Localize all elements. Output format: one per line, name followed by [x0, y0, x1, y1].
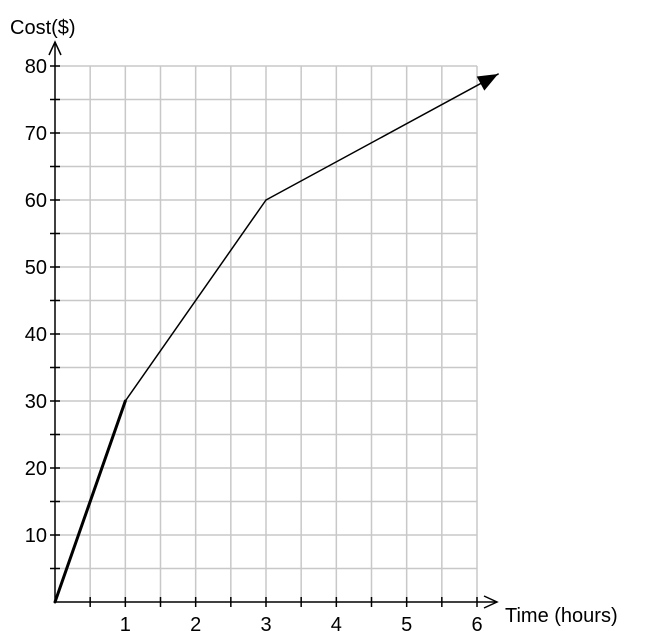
x-tick-label: 1: [120, 614, 131, 631]
y-axis-title: Cost($): [10, 17, 76, 39]
x-tick-label: 4: [331, 614, 342, 631]
series-segment: [124, 199, 267, 402]
y-tick-label: 70: [25, 123, 47, 145]
series-segment: [265, 73, 499, 201]
tick-labels: 1 2 3 4 5 6 10 20 30 40 50 60 70 80: [25, 56, 483, 631]
y-tick-label: 20: [25, 458, 47, 480]
line-arrowhead: [476, 74, 499, 91]
x-tick-label: 2: [190, 614, 201, 631]
y-tick-label: 50: [25, 257, 47, 279]
y-tick-label: 40: [25, 324, 47, 346]
y-tick-label: 30: [25, 391, 47, 413]
y-axis-arrow: [48, 40, 62, 56]
series-segment: [53, 399, 127, 604]
series: [53, 73, 499, 604]
y-tick-label: 80: [25, 56, 47, 78]
y-tick-label: 60: [25, 190, 47, 212]
x-tick-label: 5: [401, 614, 412, 631]
y-tick-label: 10: [25, 525, 47, 547]
x-axis-title: Time (hours): [505, 605, 618, 627]
x-tick-label: 3: [260, 614, 271, 631]
x-tick-label: 6: [471, 614, 482, 631]
axis-ticks: [50, 65, 478, 607]
axes: [48, 40, 499, 609]
x-axis-arrow: [483, 595, 499, 609]
grid: [55, 65, 478, 602]
